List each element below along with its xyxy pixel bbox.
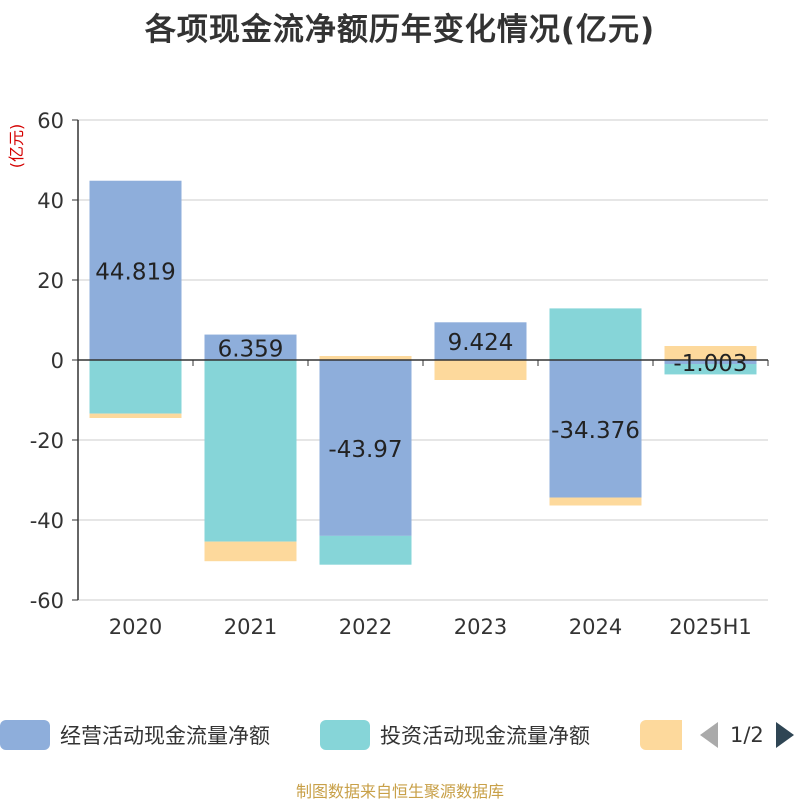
bar-series2-2022[interactable] [319,356,412,360]
bar-series2-2021[interactable] [204,541,297,562]
legend-pager: 1/2 [700,720,794,750]
bar-series2-2025H1[interactable] [664,346,757,360]
y-tick-label: 20 [37,269,64,293]
bar-series1-2020[interactable] [89,360,182,414]
pager-text: 1/2 [730,723,764,747]
x-tick-label: 2024 [569,615,622,639]
data-label-2020: 44.819 [95,259,175,285]
bar-series2-2023[interactable] [434,360,527,380]
legend-item-financing[interactable] [640,720,682,750]
pager-next-icon[interactable] [775,722,794,748]
x-tick-label: 2021 [224,615,277,639]
bar-series1-2021[interactable] [204,360,297,542]
bar-series2-2020[interactable] [89,413,182,418]
y-tick-label: 0 [51,349,64,373]
bar-series0-2020[interactable] [89,180,182,360]
x-tick-label: 2023 [454,615,507,639]
data-label-2025H1: -1.003 [673,351,747,377]
legend-swatch-financing [640,720,682,750]
legend-swatch-operating [0,720,50,750]
y-tick-label: 40 [37,189,64,213]
legend-item-investing[interactable]: 投资活动现金流量净额 [320,720,590,750]
x-tick-label: 2022 [339,615,392,639]
chart-plot: 60 40 20 0 -20 -40 -60 (亿元) 2020 2021 2022 2023 2024… [7,109,769,639]
chart-title: 各项现金流净额历年变化情况(亿元) [144,12,656,48]
bar-series0-2025H1[interactable] [664,360,757,365]
data-label-2024: -34.376 [551,418,640,444]
y-tick-label: -40 [30,509,64,533]
bar-series1-2024[interactable] [549,308,642,360]
data-label-2021: 6.359 [218,336,284,362]
legend: 经营活动现金流量净额 投资活动现金流量净额 1/2 [0,715,800,755]
y-axis-label: (亿元) [7,124,26,169]
bar-series1-2022[interactable] [319,535,412,565]
y-tick-label: -60 [30,589,64,613]
bar-series1-2025H1[interactable] [664,364,757,375]
x-tick-label: 2020 [109,615,162,639]
source-note: 制图数据来自恒生聚源数据库 [295,782,504,801]
legend-item-operating[interactable]: 经营活动现金流量净额 [0,720,270,750]
bar-series0-2023[interactable] [434,322,527,360]
y-tick-label: 60 [37,109,64,133]
data-label-2022: -43.97 [328,437,402,463]
legend-label-operating: 经营活动现金流量净额 [60,724,270,748]
bar-series0-2024[interactable] [549,360,642,498]
legend-swatch-investing [320,720,370,750]
bar-series0-2021[interactable] [204,334,297,360]
legend-label-investing: 投资活动现金流量净额 [380,724,590,748]
pager-prev-icon[interactable] [700,722,718,748]
y-tick-label: -20 [30,429,64,453]
data-label-2023: 9.424 [448,330,514,356]
bar-series0-2022[interactable] [319,360,412,536]
x-tick-label: 2025H1 [669,615,752,639]
bar-series2-2024[interactable] [549,497,642,506]
